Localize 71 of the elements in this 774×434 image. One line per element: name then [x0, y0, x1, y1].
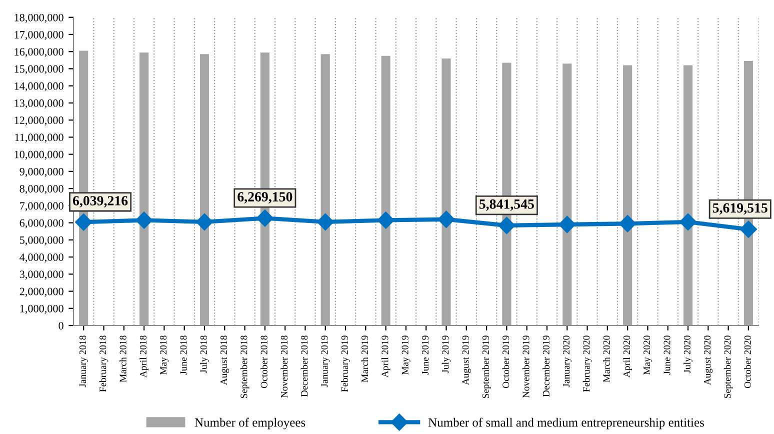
y-tick-label: 12,000,000 [14, 116, 64, 126]
x-tick-label: August 2020 [704, 336, 713, 386]
x-tick-label: July 2018 [200, 336, 209, 374]
data-label: 6,039,216 [72, 196, 128, 208]
x-tick-label: March 2018 [119, 336, 126, 382]
y-tick-label: 11,000,000 [15, 134, 64, 143]
y-tick-label: 2,000,000 [20, 288, 64, 297]
point [256, 210, 274, 227]
x-tick-label: August 2018 [220, 336, 230, 386]
x-tick-label: August 2019 [462, 336, 471, 386]
point [316, 213, 334, 230]
data-label: 5,619,515 [712, 203, 768, 215]
point [498, 216, 516, 234]
x-tick-label: May 2020 [644, 336, 652, 375]
x-tick-label: January 2018 [79, 336, 88, 388]
x-tick-label: July 2019 [442, 336, 451, 374]
point [740, 220, 757, 238]
x-tick-label: February 2020 [582, 336, 592, 392]
y-tick-label: 1,000,000 [20, 304, 64, 314]
y-tick-label: 3,000,000 [20, 270, 64, 280]
x-tick-label: January 2019 [321, 336, 330, 388]
y-tick-label: 16,000,000 [14, 48, 64, 58]
y-tick-label: 17,000,000 [14, 30, 64, 40]
x-tick-label: January 2020 [562, 336, 572, 388]
legend-label: Number of employees [194, 418, 306, 430]
x-tick-label: June 2019 [422, 336, 429, 375]
x-tick-label: September 2018 [240, 336, 250, 398]
legend-label: Number of small and medium entrepreneurship entities [428, 418, 704, 430]
x-tick-label: December 2019 [542, 336, 550, 397]
x-tick-label: November 2019 [522, 336, 530, 398]
x-tick-label: September 2020 [724, 336, 733, 398]
x-tick-label: February 2018 [99, 336, 108, 392]
y-tick-label: 7,000,000 [20, 202, 64, 212]
x-tick-label: April 2019 [381, 336, 390, 378]
point [377, 212, 394, 229]
x-tick-label: March 2020 [603, 336, 610, 382]
point [558, 216, 576, 234]
y-tick-label: 10,000,000 [14, 150, 64, 160]
y-tick-label: 14,000,000 [14, 82, 64, 92]
x-tick-label: October 2020 [744, 336, 751, 388]
x-tick-label: July 2020 [684, 336, 692, 374]
point [679, 213, 697, 230]
y-tick-label: 0 [58, 322, 64, 330]
y-tick-label: 15,000,000 [14, 65, 64, 74]
y-tick-label: 13,000,000 [14, 99, 64, 109]
point [196, 213, 214, 230]
data-label: 6,269,150 [238, 192, 292, 204]
x-tick-label: May 2019 [402, 336, 410, 375]
x-tick-label: May 2018 [160, 336, 169, 375]
x-tick-label: June 2018 [180, 336, 187, 375]
x-tick-label: April 2018 [140, 336, 148, 378]
point [619, 215, 636, 232]
x-tick-label: February 2019 [341, 336, 350, 392]
point [438, 210, 455, 228]
y-tick-label: 6,000,000 [20, 219, 64, 228]
x-tick-label: September 2019 [482, 336, 491, 398]
x-tick-label: March 2019 [361, 336, 368, 382]
y-tick-label: 5,000,000 [20, 236, 64, 246]
data-label: 5,841,545 [479, 199, 534, 211]
x-tick-label: June 2020 [664, 336, 670, 375]
y-tick-label: 4,000,000 [20, 253, 64, 263]
point [75, 214, 92, 231]
x-tick-label: October 2018 [260, 336, 268, 388]
x-tick-label: October 2019 [502, 336, 510, 388]
x-tick-label: April 2020 [623, 336, 632, 378]
point [135, 212, 153, 229]
x-tick-label: November 2018 [280, 336, 288, 398]
y-tick-label: 8,000,000 [20, 185, 64, 194]
y-tick-label: 9,000,000 [20, 168, 64, 177]
x-tick-label: December 2018 [300, 336, 308, 397]
y-tick-label: 18,000,000 [14, 14, 64, 23]
